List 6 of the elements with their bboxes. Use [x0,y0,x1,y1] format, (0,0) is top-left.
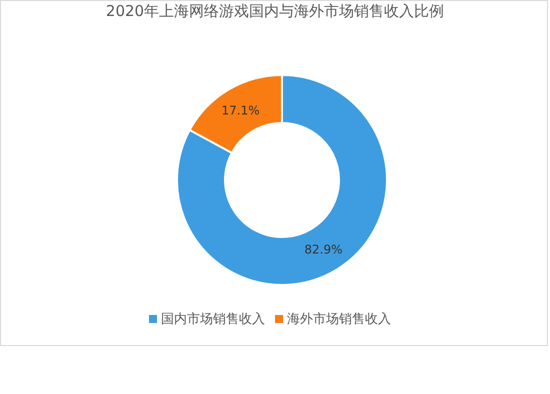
chart-title: 2020年上海网络游戏国内与海外市场销售收入比例 [104,2,446,21]
donut-slice [176,74,388,286]
data-label: 82.9% [304,242,343,257]
legend-label: 海外市场销售收入 [287,312,391,327]
data-label: 17.1% [221,103,260,118]
legend-label: 国内市场销售收入 [161,312,265,327]
